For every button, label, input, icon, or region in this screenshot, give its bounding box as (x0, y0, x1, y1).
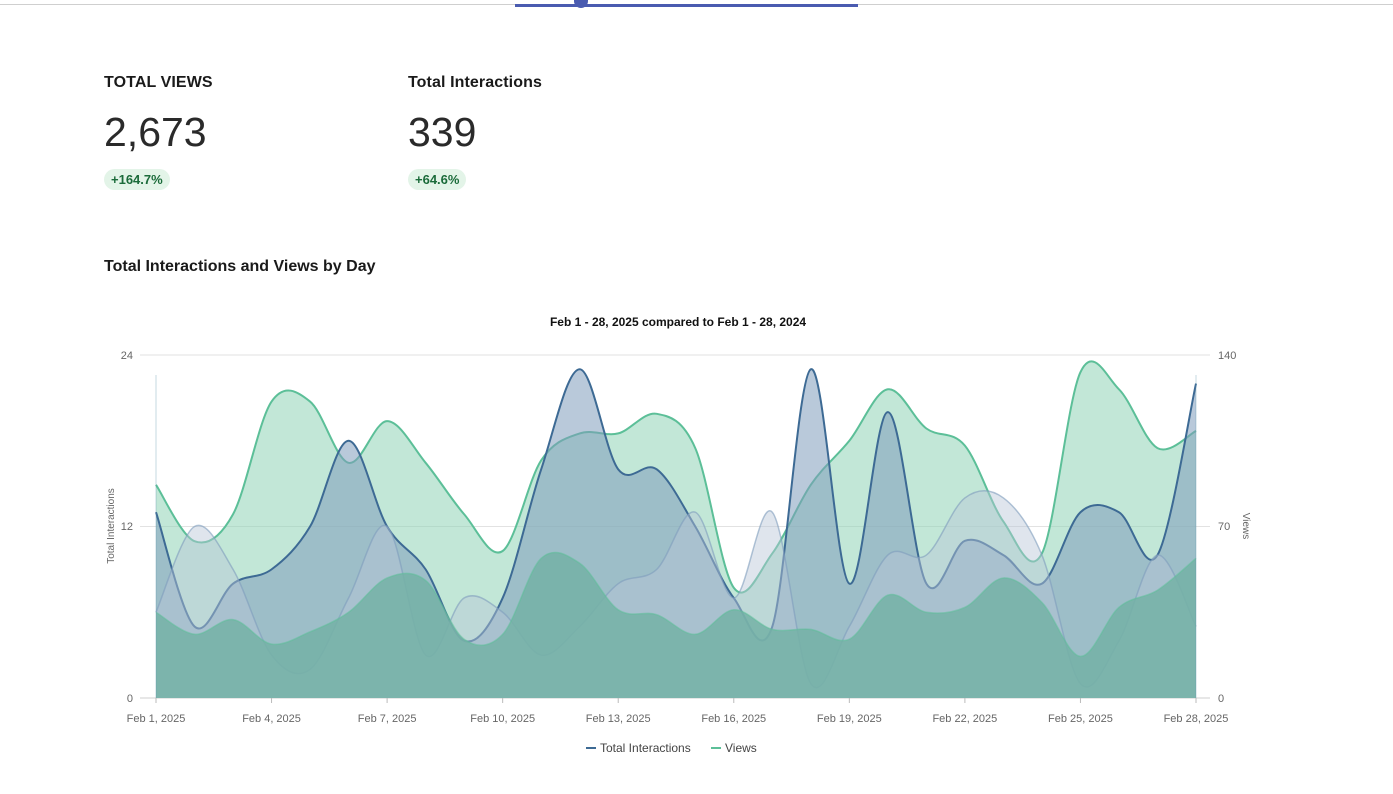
kpi-interactions-value: 339 (408, 109, 477, 155)
x-tick-label: Feb 4, 2025 (242, 713, 301, 725)
x-tick-label: Feb 1, 2025 (127, 713, 186, 725)
x-tick-label: Feb 19, 2025 (817, 713, 882, 725)
left-tick-label: 24 (121, 350, 133, 362)
chart-section-title: Total Interactions and Views by Day (104, 258, 376, 275)
views-previous-series-line[interactable] (155, 551, 1197, 658)
chart-legend[interactable]: Total Interactions Views (586, 741, 757, 755)
kpi-total-interactions: Total Interactions 339 +64.6% (408, 74, 542, 190)
left-axis-title: Total Interactions (106, 488, 117, 564)
x-tick-label: Feb 13, 2025 (586, 713, 651, 725)
kpi-views-value: 2,673 (104, 109, 207, 155)
kpi-total-views: TOTAL VIEWS 2,673 +164.7% (104, 74, 213, 190)
chart-series-layer (155, 360, 1197, 698)
kpi-views-label: TOTAL VIEWS (104, 74, 213, 91)
legend-label-interactions[interactable]: Total Interactions (600, 741, 691, 755)
x-tick-label: Feb 16, 2025 (701, 713, 766, 725)
left-tick-label: 12 (121, 521, 133, 533)
right-tick-label: 0 (1218, 693, 1224, 705)
x-axis: Feb 1, 2025 Feb 4, 2025 Feb 7, 2025 Feb 10,… (127, 698, 1229, 725)
x-tick-label: Feb 25, 2025 (1048, 713, 1113, 725)
scroll-indicator-handle[interactable] (574, 0, 588, 8)
kpi-interactions-label: Total Interactions (408, 74, 542, 91)
x-tick-label: Feb 28, 2025 (1164, 713, 1229, 725)
left-axis: 24 12 0 (121, 350, 133, 705)
right-tick-label: 140 (1218, 350, 1236, 362)
right-axis: 140 70 0 (1218, 350, 1236, 705)
x-tick-label: Feb 7, 2025 (358, 713, 417, 725)
views-previous-series-area (156, 552, 1196, 698)
views-series-line[interactable] (155, 360, 1197, 594)
kpi-interactions-change-badge: +64.6% (408, 169, 467, 190)
x-tick-label: Feb 22, 2025 (932, 713, 997, 725)
right-tick-label: 70 (1218, 521, 1230, 533)
kpi-views-change-badge: +164.7% (104, 169, 170, 190)
legend-label-views[interactable]: Views (725, 741, 757, 755)
scroll-indicator (515, 4, 858, 7)
left-tick-label: 0 (127, 693, 133, 705)
interactions-series-line[interactable] (155, 368, 1197, 643)
x-tick-label: Feb 10, 2025 (470, 713, 535, 725)
chart-title: Feb 1 - 28, 2025 compared to Feb 1 - 28,… (550, 315, 806, 329)
right-axis-title: Views (1240, 513, 1251, 540)
